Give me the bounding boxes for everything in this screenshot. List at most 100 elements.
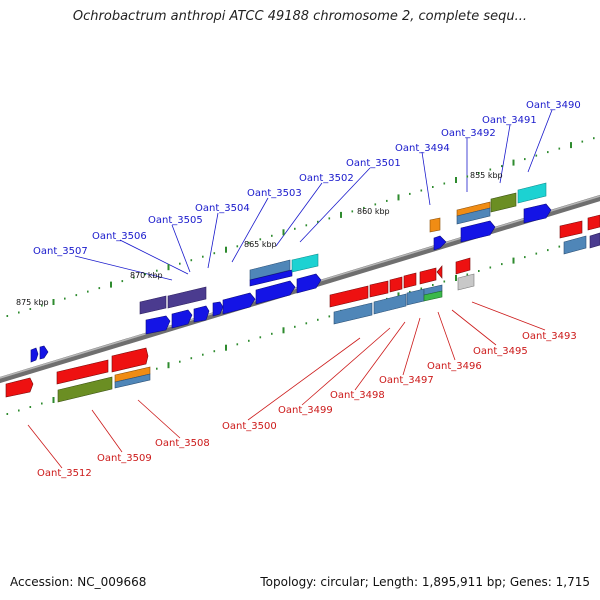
gene-label-bottom[interactable]: Oant_3495 [473, 346, 528, 357]
gene-block[interactable] [423, 290, 443, 302]
gene-arrow[interactable] [419, 267, 437, 285]
gene-label-top[interactable]: Oant_3491 [482, 115, 537, 126]
gene-block[interactable] [563, 235, 587, 255]
gene-arrow[interactable] [145, 315, 171, 335]
gene-block[interactable] [139, 295, 167, 315]
gene-block[interactable] [167, 286, 207, 309]
gene-arrow[interactable] [559, 220, 583, 239]
gene-label-top[interactable]: Oant_3502 [299, 173, 354, 184]
scale-tick [75, 294, 78, 297]
scale-tick [271, 234, 273, 237]
gene-label-bottom[interactable]: Oant_3496 [427, 361, 482, 372]
gene-block[interactable] [589, 232, 600, 249]
gene-arrow[interactable] [403, 272, 417, 289]
gene-block[interactable] [333, 302, 373, 325]
gene-label-bottom[interactable]: Oant_3499 [278, 405, 333, 416]
scale-tick [248, 241, 250, 244]
gene-block[interactable] [114, 373, 151, 389]
scale-tick [478, 270, 480, 272]
genes-reverse-strand [5, 214, 600, 403]
gene-arrow[interactable] [30, 347, 39, 363]
scale-tick [87, 290, 89, 293]
scale-tick [397, 194, 400, 201]
gene-block[interactable] [249, 259, 291, 281]
scale-tick [512, 159, 515, 166]
gene-arrow[interactable] [369, 280, 389, 298]
scale-tick [236, 343, 239, 346]
scale-tick [167, 264, 170, 271]
gene-label-top[interactable]: Oant_3505 [148, 215, 203, 226]
scale-tick [328, 217, 331, 220]
scale-tick [374, 203, 377, 206]
scale-tick [478, 172, 480, 174]
gene-arrow[interactable] [222, 292, 256, 315]
scale-tick [110, 281, 112, 288]
gene-arrow[interactable] [460, 220, 496, 243]
gene-label-top[interactable]: Oant_3492 [441, 128, 496, 139]
gene-label-top[interactable]: Oant_3503 [247, 188, 302, 199]
scale-tick [29, 308, 32, 310]
scale-tick [305, 322, 308, 325]
gene-arrow[interactable] [433, 235, 447, 251]
scale-tick [225, 246, 227, 253]
gene-arrow[interactable] [389, 276, 403, 293]
gene-label-bottom[interactable]: Oant_3508 [155, 438, 210, 449]
gene-label-bottom[interactable]: Oant_3493 [522, 331, 577, 342]
gene-label-bottom[interactable]: Oant_3498 [330, 390, 385, 401]
gene-arrow[interactable] [329, 285, 369, 308]
gene-label-top[interactable]: Oant_3490 [526, 100, 581, 111]
scale-tick [420, 189, 423, 192]
scale-tick [18, 311, 20, 314]
scale-tick [305, 224, 308, 227]
scale-tick [52, 299, 55, 305]
scale-tick [317, 220, 319, 223]
scale-tick [52, 397, 55, 403]
gene-arrow[interactable] [212, 301, 224, 317]
gene-arrow[interactable] [436, 265, 443, 279]
gene-arrow[interactable] [587, 214, 600, 231]
gene-block[interactable] [57, 376, 113, 403]
gene-block[interactable] [517, 182, 547, 204]
gene-arrow[interactable] [255, 280, 296, 305]
scale-tick [581, 140, 584, 143]
accession-text: Accession: NC_009668 [10, 575, 147, 589]
gene-arrow[interactable] [56, 359, 109, 385]
scale-tick [29, 406, 32, 408]
gene-arrow[interactable] [296, 273, 322, 294]
scale-tick [432, 186, 434, 188]
gene-arrow[interactable] [171, 309, 193, 329]
scale-tick [409, 290, 411, 293]
gene-label-top[interactable]: Oant_3504 [195, 203, 250, 214]
gene-label-top[interactable]: Oant_3494 [395, 143, 450, 154]
gene-arrow[interactable] [455, 257, 471, 275]
scale-tick [190, 357, 193, 360]
gene-block[interactable] [490, 192, 517, 213]
gene-label-top[interactable]: Oant_3501 [346, 158, 401, 169]
scale-tick [558, 147, 561, 150]
gene-arrow[interactable] [523, 203, 552, 224]
gene-block[interactable] [457, 273, 475, 291]
scale-tick [535, 252, 538, 255]
scale-tick [202, 353, 204, 356]
gene-label-bottom[interactable]: Oant_3512 [37, 468, 92, 479]
scale-tick [455, 275, 457, 281]
gene-label-bottom[interactable]: Oant_3497 [379, 375, 434, 386]
gene-block[interactable] [291, 253, 319, 273]
kbp-label: 875 kbp [16, 298, 49, 307]
gene-arrow[interactable] [39, 345, 49, 360]
gene-block[interactable] [456, 207, 491, 225]
gene-block[interactable] [429, 217, 441, 233]
gene-label-top[interactable]: Oant_3507 [33, 246, 88, 257]
gene-arrow[interactable] [193, 305, 210, 323]
gene-block[interactable] [249, 269, 293, 287]
gene-label-top[interactable]: Oant_3506 [92, 231, 147, 242]
scale-tick [328, 315, 331, 318]
gene-arrow[interactable] [5, 377, 34, 398]
scale-tick [133, 276, 135, 279]
gene-block[interactable] [373, 293, 407, 315]
gene-label-bottom[interactable]: Oant_3500 [222, 421, 277, 432]
scale-tick [443, 182, 446, 185]
gene-arrow[interactable] [111, 347, 149, 373]
gene-label-bottom[interactable]: Oant_3509 [97, 453, 152, 464]
